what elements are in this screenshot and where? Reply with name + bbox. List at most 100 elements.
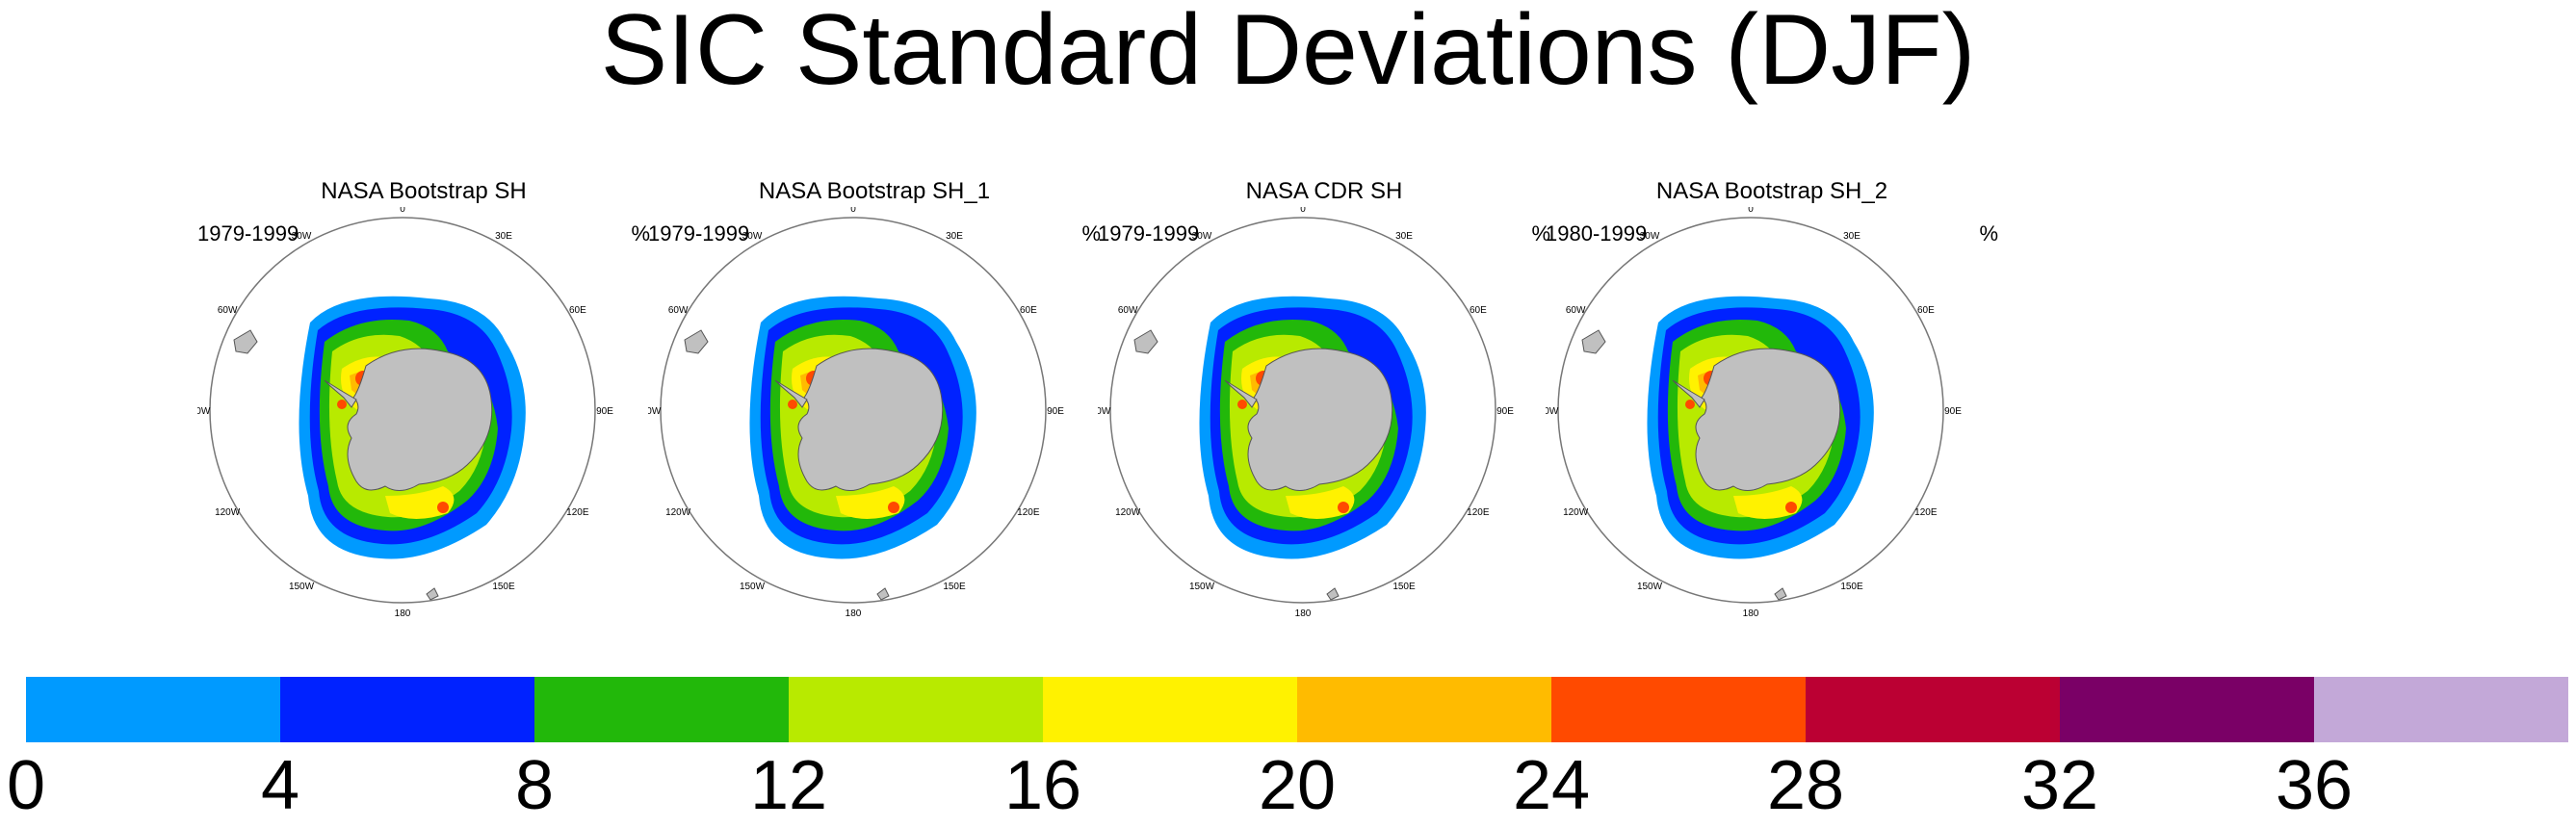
colorbar-tick-label: 0 [6,747,46,824]
colorbar-tick-label: 16 [1003,747,1082,824]
polar-map: 0 30E 60E 90E 120E 150E 180 150W 120W 90W 60W 30W [648,207,1064,619]
longitude-label: 60E [1917,305,1935,316]
longitude-label: 120E [1914,507,1938,518]
polar-map: 0 30E 60E 90E 120E 150E 180 150W 120W 90W 60W 30W [1098,207,1514,619]
map-boundary [1109,217,1496,604]
colorbar-tick-label: 28 [1766,747,1845,824]
colorbar-tick-label: 20 [1258,747,1337,824]
colorbar-segment [1043,677,1297,742]
longitude-label: 180 [395,608,411,619]
panel-unit: % [1081,221,1101,246]
longitude-label: 150W [1637,582,1663,592]
panel-title: NASA Bootstrap SH_1 [758,178,991,204]
colorbar-tick-label: 8 [514,747,555,824]
longitude-label: 150W [1189,582,1215,592]
sea-ice-hotspot [337,400,347,409]
sea-ice-band [1733,486,1803,519]
longitude-label: 90E [1944,406,1962,417]
colorbar-tick-label: 12 [749,747,828,824]
longitude-label: 60W [218,305,238,316]
sea-ice-hotspot [888,502,899,513]
map-boundary [660,217,1047,604]
sea-ice-hotspot [1338,502,1349,513]
map-boundary [1557,217,1944,604]
longitude-label: 60W [1118,305,1138,316]
longitude-label: 0 [850,207,856,215]
longitude-label: 60E [1020,305,1037,316]
longitude-label: 30E [946,231,963,242]
colorbar-labels: 0 4 8 12 16 20 24 28 32 36 [0,751,2576,828]
sea-ice-hotspot [437,502,449,513]
sea-ice-band [836,486,905,519]
longitude-label: 180 [1743,608,1759,619]
colorbar-segment [2314,677,2568,742]
longitude-label: 90E [1047,406,1064,417]
longitude-label: 90E [1496,406,1514,417]
polar-map: 0 30E 60E 90E 120E 150E 180 150W 120W 90W 60W 30W [197,207,613,619]
longitude-label: 150E [1840,582,1863,592]
longitude-label: 30W [1192,231,1212,242]
longitude-label: 150E [492,582,515,592]
south-america-landmass [684,329,709,354]
longitude-label: 30E [1395,231,1413,242]
south-america-landmass [1133,329,1158,354]
panel-period: 1979-1999 [648,221,750,246]
colorbar-segment [534,677,789,742]
longitude-label: 0 [400,207,405,215]
sea-ice-band [1286,486,1355,519]
longitude-label: 30W [292,231,312,242]
longitude-label: 120W [665,507,691,518]
antarctic-peninsula [324,379,357,408]
longitude-label: 90W [1546,406,1559,417]
colorbar-segment [26,677,280,742]
new-zealand-landmass [1774,587,1787,601]
map-panel-3: NASA CDR SH 1979-1999% 0 30E 60E 90E 120E 150E 1… [1098,168,1550,631]
figure-title: SIC Standard Deviations (DJF) [600,0,1976,106]
longitude-label: 90W [197,406,211,417]
sea-ice-hotspot [1685,400,1695,409]
colorbar-tick-label: 24 [1512,747,1591,824]
colorbar-tick-label: 36 [2275,747,2354,824]
map-boundary [209,217,596,604]
longitude-label: 120W [215,507,241,518]
new-zealand-landmass [876,587,890,601]
sea-ice-hotspot [1237,400,1247,409]
colorbar-segment [1551,677,1806,742]
longitude-label: 180 [846,608,862,619]
longitude-label: 120E [1467,507,1490,518]
colorbar-tick-label: 32 [2020,747,2099,824]
panel-unit: % [631,221,650,246]
sea-ice-hotspot [788,400,797,409]
sea-ice-band [385,486,455,519]
longitude-label: 90W [648,406,662,417]
panel-title: NASA CDR SH [1245,178,1403,204]
antarctica-landmass [797,348,944,491]
longitude-label: 150W [289,582,315,592]
antarctica-landmass [347,348,493,491]
panel-title: NASA Bootstrap SH [321,178,527,204]
panel-unit: % [1979,221,1998,246]
longitude-label: 0 [1300,207,1306,215]
panel-period: 1980-1999 [1546,221,1648,246]
longitude-label: 120E [566,507,589,518]
colorbar-segment [1806,677,2060,742]
longitude-label: 60W [668,305,689,316]
longitude-label: 30W [1640,231,1660,242]
polar-map: 0 30E 60E 90E 120E 150E 180 150W 120W 90W 60W 30W [1546,207,1962,619]
longitude-label: 150E [1392,582,1416,592]
map-panel-4: NASA Bootstrap SH_2 1980-1999% 0 30E 60E 90E 1… [1546,168,1998,631]
longitude-label: 60E [569,305,586,316]
panel-period: 1979-1999 [197,221,299,246]
antarctic-peninsula [1224,379,1258,408]
panel-title: NASA Bootstrap SH_2 [1655,178,1888,204]
longitude-label: 90E [596,406,613,417]
colorbar-segment [280,677,534,742]
longitude-label: 60W [1566,305,1586,316]
longitude-label: 120W [1563,507,1589,518]
panel-unit: % [1531,221,1550,246]
antarctica-landmass [1247,348,1393,491]
antarctic-peninsula [1672,379,1705,408]
longitude-label: 30E [1843,231,1860,242]
longitude-label: 60E [1470,305,1487,316]
antarctica-landmass [1695,348,1841,491]
